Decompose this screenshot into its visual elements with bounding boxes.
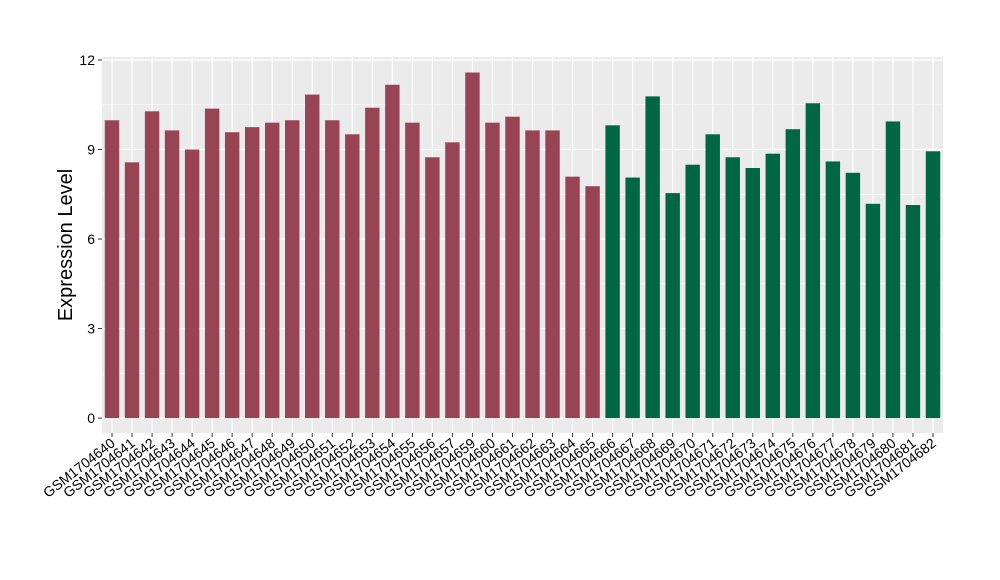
plot-panel [102, 57, 943, 433]
y-tick-label: 9 [87, 142, 95, 158]
bar-GSM1704651 [325, 120, 340, 419]
bar-GSM1704679 [865, 203, 881, 419]
bar-GSM1704641 [124, 162, 140, 419]
y-axis: 0 3 6 9 12 [79, 52, 102, 426]
bar-GSM1704678 [845, 172, 861, 419]
y-tick-label: 0 [87, 410, 95, 426]
bar-GSM1704668 [645, 96, 660, 419]
bar-GSM1704656 [425, 157, 440, 419]
bar-GSM1704645 [204, 108, 220, 419]
bar-GSM1704673 [745, 168, 760, 419]
bar-GSM1704653 [365, 107, 380, 419]
bar-GSM1704660 [485, 122, 500, 419]
bar-GSM1704662 [525, 130, 540, 419]
bar-GSM1704649 [285, 120, 300, 419]
bar-GSM1704663 [545, 130, 560, 419]
bar-GSM1704657 [445, 142, 460, 419]
bar-GSM1704670 [685, 164, 700, 419]
bar-GSM1704654 [385, 84, 400, 419]
bar-GSM1704640 [104, 120, 120, 419]
bar-GSM1704648 [264, 122, 280, 419]
bar-GSM1704642 [144, 111, 160, 419]
bar-GSM1704672 [725, 157, 740, 419]
bar-GSM1704665 [585, 186, 600, 419]
bar-GSM1704677 [825, 161, 841, 419]
bar-GSM1704646 [224, 132, 240, 419]
bar-GSM1704667 [625, 177, 640, 419]
bar-GSM1704676 [805, 103, 821, 419]
bars [104, 72, 941, 419]
bar-GSM1704671 [705, 134, 720, 419]
bar-GSM1704655 [405, 122, 420, 419]
bar-GSM1704680 [885, 121, 901, 419]
bar-GSM1704669 [665, 193, 680, 419]
bar-GSM1704674 [765, 153, 781, 419]
bar-GSM1704675 [785, 129, 801, 419]
y-tick-label: 3 [87, 321, 95, 337]
y-tick-label: 6 [87, 231, 95, 247]
y-tick-label: 12 [79, 52, 95, 68]
bar-GSM1704682 [925, 151, 941, 419]
bar-GSM1704644 [184, 149, 200, 419]
bar-GSM1704650 [305, 94, 320, 419]
bar-GSM1704666 [605, 125, 620, 419]
bar-GSM1704652 [345, 134, 360, 419]
bar-GSM1704647 [244, 127, 260, 419]
bar-GSM1704681 [905, 205, 921, 419]
x-axis: GSM1704640GSM1704641GSM1704642GSM1704643… [40, 433, 939, 501]
bar-GSM1704643 [164, 130, 180, 419]
y-axis-title: Expression Level [55, 169, 77, 321]
bar-GSM1704659 [465, 72, 480, 419]
bar-GSM1704664 [565, 176, 580, 419]
bar-GSM1704661 [505, 116, 520, 419]
